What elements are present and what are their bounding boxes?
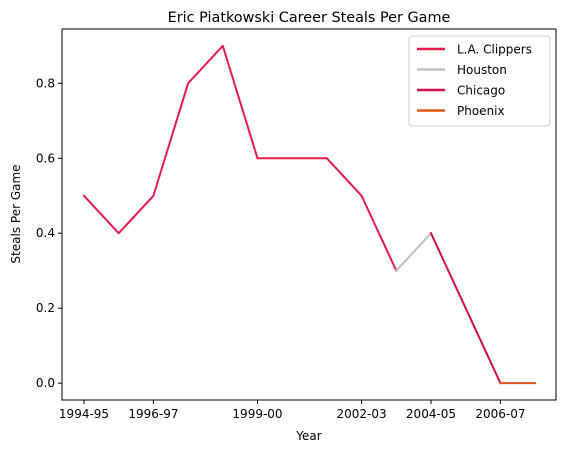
x-axis: 1994-95 1996-97 1999-00 2002-03 2004-05 2006-… bbox=[59, 400, 525, 421]
y-tick-label: 0.0 bbox=[36, 376, 55, 390]
series-line-l-a-clippers bbox=[82, 44, 398, 273]
x-tick-label: 2002-03 bbox=[337, 407, 387, 421]
y-tick-label: 0.6 bbox=[36, 151, 55, 165]
series-line-houston bbox=[394, 231, 433, 273]
y-axis: 0.0 0.2 0.4 0.6 0.8 bbox=[36, 76, 62, 390]
x-tick-label: 1999-00 bbox=[232, 407, 282, 421]
y-tick-label: 0.2 bbox=[36, 301, 55, 315]
y-tick-label: 0.4 bbox=[36, 226, 55, 240]
x-tick-label: 2004-05 bbox=[406, 407, 456, 421]
legend-label-chicago: Chicago bbox=[457, 84, 505, 98]
y-tick-label: 0.8 bbox=[36, 76, 55, 90]
legend: L.A. Clippers Houston Chicago Phoenix bbox=[408, 35, 551, 127]
series-layer bbox=[82, 44, 537, 385]
series-line-chicago bbox=[429, 231, 502, 385]
x-tick-label: 1996-97 bbox=[128, 407, 178, 421]
plot-frame bbox=[61, 28, 557, 401]
legend-label-houston: Houston bbox=[457, 63, 507, 77]
legend-label-l-a-clippers: L.A. Clippers bbox=[457, 43, 532, 57]
y-axis-label: Steals Per Game bbox=[9, 164, 23, 263]
x-tick-label: 2006-07 bbox=[475, 407, 525, 421]
x-tick-label: 1994-95 bbox=[59, 407, 109, 421]
legend-label-phoenix: Phoenix bbox=[457, 104, 505, 118]
chart-title: Eric Piatkowski Career Steals Per Game bbox=[168, 10, 451, 26]
x-axis-label: Year bbox=[295, 429, 321, 443]
legend-box bbox=[408, 35, 551, 127]
